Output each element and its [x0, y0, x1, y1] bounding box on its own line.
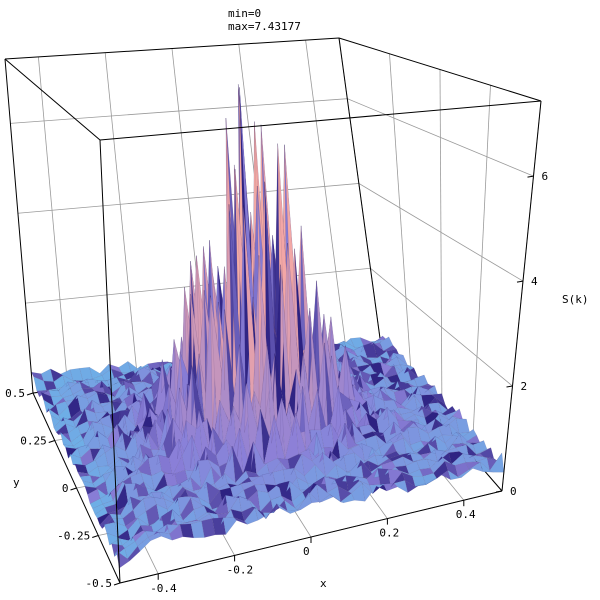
x-tick-label-3: 0.2 — [379, 527, 399, 540]
back-wall-grid-x-1 — [104, 52, 139, 382]
y-tick-label-2: 0 — [62, 482, 69, 495]
surface-facet — [455, 418, 470, 434]
y-tick-mark-1 — [92, 535, 99, 538]
x-axis-label: x — [320, 577, 327, 590]
y-tick-label-4: 0.5 — [5, 387, 25, 400]
side-wall-grid-y-2 — [439, 69, 443, 423]
x-tick-label-1: -0.2 — [227, 563, 254, 576]
z-tick-label-1: 2 — [520, 380, 527, 393]
axis-ticks: -0.4 -0.2 0 0.2 0.4 -0.5 -0.25 0 0.25 0.5 0 2 4 6 — [5, 170, 548, 595]
surface — [30, 84, 505, 569]
surface-facet — [414, 374, 429, 389]
z-tick-label-0: 0 — [510, 485, 517, 498]
y-axis-label: y — [13, 476, 20, 489]
z-tick-label-3: 6 — [541, 170, 548, 183]
surface-facet — [392, 352, 408, 366]
surface-facet — [431, 393, 446, 406]
back-box-edge-3 — [4, 37, 340, 60]
surface-facet — [489, 452, 505, 473]
surface-facet — [379, 336, 394, 352]
z-gridline-3 — [10, 98, 534, 177]
surface-facet — [473, 440, 488, 455]
y-tick-mark-4 — [26, 392, 34, 396]
y-tick-mark-2 — [70, 487, 77, 491]
front-box-edge-6 — [4, 58, 101, 141]
y-tick-label-0: -0.5 — [86, 577, 113, 590]
front-box-edge-4 — [4, 58, 34, 394]
z-tick-mark-3 — [527, 175, 534, 178]
z-tick-mark-1 — [506, 385, 513, 388]
side-wall-grid-y-1 — [471, 85, 491, 457]
side-wall-grid-y-3 — [389, 53, 413, 388]
min-annotation: min=0 — [228, 7, 261, 20]
y-tick-label-1: -0.25 — [57, 530, 90, 543]
surface-facet — [383, 345, 397, 352]
y-tick-mark-3 — [48, 440, 55, 443]
y-tick-label-3: 0.25 — [20, 435, 47, 448]
y-tick-mark-0 — [113, 582, 121, 586]
back-wall-grid-x-4 — [305, 40, 348, 358]
back-box-edge-4 — [338, 37, 542, 102]
surface-facet — [373, 335, 387, 344]
z-tick-mark-2 — [516, 280, 524, 283]
x-tick-label-2: 0 — [303, 545, 310, 558]
z-axis-label: S(k) — [562, 293, 589, 306]
front-box-edge-2 — [99, 139, 121, 584]
front-box-edge-5 — [99, 100, 542, 141]
x-tick-label-0: -0.4 — [150, 582, 177, 595]
z-tick-label-2: 4 — [531, 275, 538, 288]
surface-facet — [434, 397, 449, 412]
front-box-edge-3 — [501, 100, 542, 492]
x-tick-label-4: 0.4 — [456, 508, 476, 521]
max-annotation: max=7.43177 — [228, 20, 301, 33]
back-box-edge-2 — [338, 37, 383, 354]
back-wall-grid-x-0 — [38, 56, 69, 390]
z-tick-mark-0 — [495, 490, 503, 493]
surface-facet — [396, 356, 411, 367]
